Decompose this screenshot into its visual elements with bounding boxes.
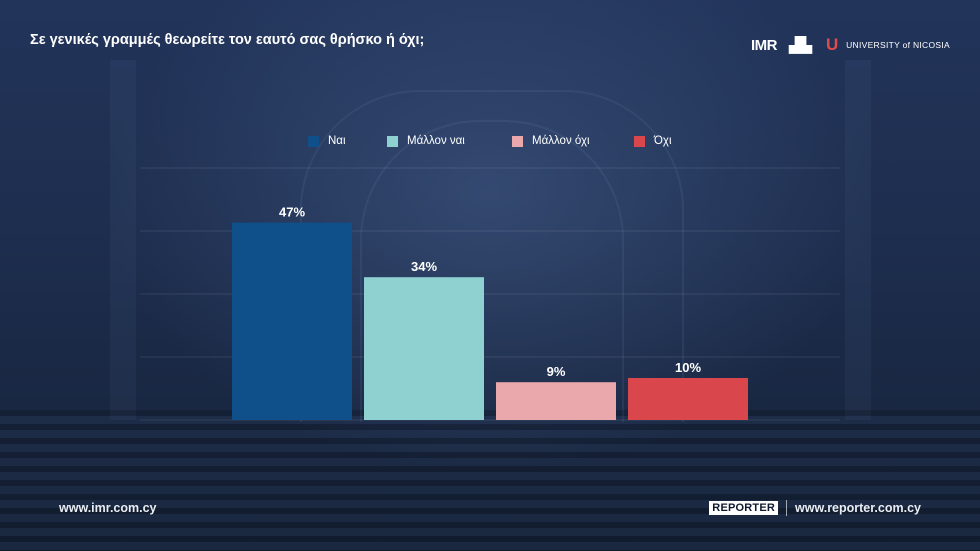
- footer-right: REPORTER www.reporter.com.cy: [709, 500, 921, 516]
- logos: IMR ▟▙ U UNIVERSITY of NICOSIA: [751, 35, 950, 54]
- legend: Ναι Μάλλον ναι Μάλλον όχι Όχι: [0, 135, 980, 149]
- imr-logo: IMR: [751, 36, 778, 54]
- bar-label-2: 34%: [411, 259, 437, 274]
- legend-item-2: Μάλλον ναι: [387, 135, 465, 147]
- reporter-logo: REPORTER: [709, 501, 779, 515]
- chart-title: Σε γενικές γραμμές θεωρείτε τον εαυτό σα…: [30, 32, 425, 48]
- bar-4: [628, 378, 748, 420]
- university-logo: U UNIVERSITY of NICOSIA: [824, 35, 950, 54]
- legend-label-4: Όχι: [654, 135, 672, 147]
- legend-label-1: Ναι: [328, 135, 346, 147]
- university-u-icon: U: [825, 35, 839, 54]
- legend-label-2: Μάλλον ναι: [407, 135, 465, 147]
- legend-label-3: Μάλλον όχι: [532, 135, 590, 147]
- bar-2: [364, 277, 484, 420]
- legend-swatch-2: [387, 135, 398, 147]
- legend-item-1: Ναι: [308, 135, 346, 147]
- bar-3: [496, 382, 616, 420]
- bar-label-4: 10%: [675, 360, 701, 375]
- legend-swatch-4: [634, 135, 645, 147]
- legend-item-3: Μάλλον όχι: [512, 135, 590, 147]
- bar-label-1: 47%: [279, 205, 305, 220]
- footer-divider: [786, 500, 788, 516]
- background-arch-inner: [360, 120, 624, 422]
- bar-label-3: 9%: [547, 364, 566, 379]
- legend-swatch-1: [308, 135, 319, 147]
- university-logo-text: UNIVERSITY of NICOSIA: [846, 40, 950, 50]
- bar-1: [232, 222, 352, 420]
- legend-swatch-3: [512, 135, 523, 147]
- imr-logo-text: IMR: [751, 36, 778, 54]
- partner-logo-icon: ▟▙: [789, 37, 813, 54]
- footer-imr-url[interactable]: www.imr.com.cy: [59, 501, 157, 515]
- footer-reporter-url[interactable]: www.reporter.com.cy: [795, 501, 921, 515]
- legend-item-4: Όχι: [634, 135, 672, 147]
- background-floor: [0, 410, 980, 551]
- background-pillar-left: [110, 60, 136, 420]
- background-pillar-right: [845, 60, 871, 420]
